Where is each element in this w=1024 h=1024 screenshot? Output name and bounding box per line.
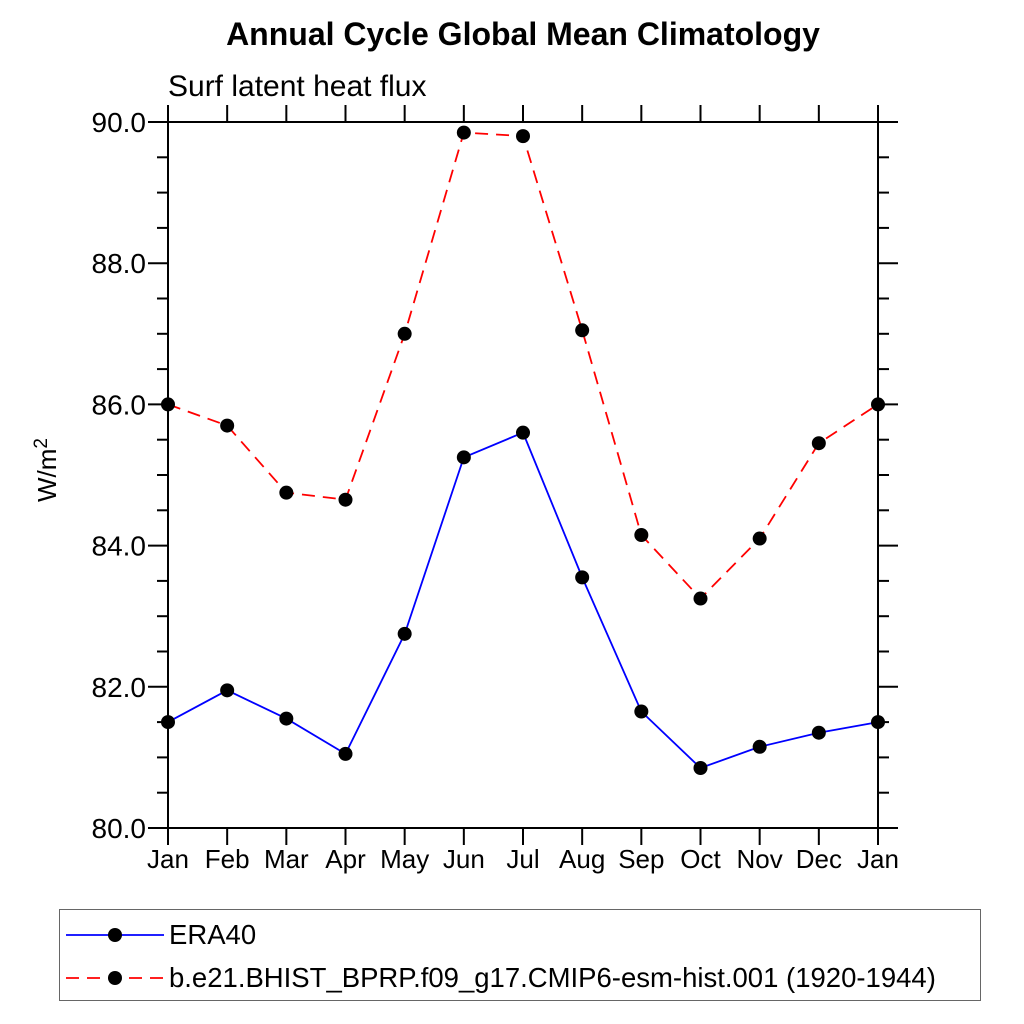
data-point-marker <box>220 418 235 433</box>
data-point-marker <box>397 326 412 341</box>
chart-subtitle: Surf latent heat flux <box>168 70 427 103</box>
data-point-marker <box>456 125 471 140</box>
y-axis-title: W/m2 <box>31 438 62 502</box>
x-axis-tick-label: Mar <box>264 844 309 874</box>
data-series <box>161 125 885 775</box>
legend-line-sample-solid <box>66 928 164 942</box>
y-axis-tick-label: 88.0 <box>92 248 147 279</box>
y-axis-tick-label: 86.0 <box>92 389 147 420</box>
x-axis-tick-label: Jul <box>506 844 539 874</box>
x-axis-tick-label: Jun <box>443 844 485 874</box>
x-axis-tick-label: May <box>380 844 429 874</box>
y-axis-tick-label: 82.0 <box>92 672 147 703</box>
data-point-marker <box>752 739 767 754</box>
x-axis-tick-label: Nov <box>737 844 783 874</box>
data-point-marker <box>634 528 649 543</box>
data-point-marker <box>693 591 708 606</box>
legend-line-sample-dashed <box>66 971 164 985</box>
axis-ticks <box>148 105 898 845</box>
legend-label: ERA40 <box>169 919 257 950</box>
axis-tick-labels: Jan Feb Mar Apr May Jun Jul Aug Sep Oct Nov Dec Jan8… <box>92 107 899 874</box>
data-point-marker <box>220 683 235 698</box>
x-axis-tick-label: Feb <box>205 844 250 874</box>
legend-label: b.e21.BHIST_BPRP.f09_g17.CMIP6-esm-hist.… <box>169 962 936 993</box>
data-point-marker <box>516 425 530 440</box>
data-point-marker <box>279 485 294 500</box>
x-axis-tick-label: Jan <box>147 844 189 874</box>
series-line-model <box>167 131 879 600</box>
data-point-marker <box>693 760 708 775</box>
data-point-marker <box>752 531 767 546</box>
legend: ERA40 b.e21.BHIST_BPRP.f09_g17.CMIP6-esm… <box>59 909 981 1001</box>
data-point-marker <box>811 725 826 740</box>
x-axis-tick-label: Apr <box>325 844 366 874</box>
data-point-marker <box>338 492 353 507</box>
data-point-marker <box>338 746 353 761</box>
x-axis-tick-label: Aug <box>559 844 605 874</box>
plot-frame <box>167 121 879 829</box>
data-point-marker <box>516 129 530 144</box>
data-point-marker <box>634 704 649 719</box>
data-point-marker <box>575 570 590 585</box>
x-axis-tick-label: Jan <box>857 844 899 874</box>
data-point-marker <box>456 450 471 465</box>
series-line-era40 <box>167 431 879 770</box>
y-axis-tick-label: 80.0 <box>92 813 147 844</box>
data-point-marker <box>279 711 294 726</box>
data-point-marker <box>811 436 826 451</box>
x-axis-tick-label: Oct <box>680 844 721 874</box>
x-axis-tick-label: Dec <box>796 844 842 874</box>
chart-title: Annual Cycle Global Mean Climatology <box>226 16 820 52</box>
legend-marker-icon <box>108 928 122 942</box>
data-point-marker <box>397 626 412 641</box>
x-axis-tick-label: Sep <box>618 844 664 874</box>
data-point-marker <box>575 323 590 338</box>
y-axis-tick-label: 90.0 <box>92 107 147 138</box>
legend-marker-icon <box>108 971 122 985</box>
y-axis-tick-label: 84.0 <box>92 531 147 562</box>
